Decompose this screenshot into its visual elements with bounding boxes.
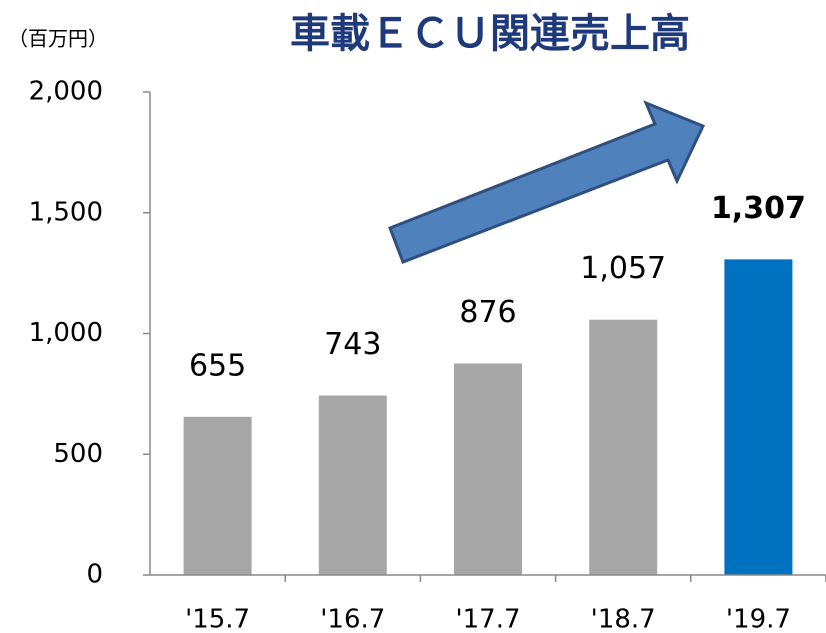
trend-arrow: [388, 100, 706, 264]
value-label: 1,307: [711, 191, 806, 226]
value-label: 743: [324, 327, 381, 362]
y-tick-label: 1,500: [29, 197, 103, 227]
chart-title: 車載ＥＣＵ関連売上高: [290, 11, 690, 57]
x-tick-label: '15.7: [185, 605, 250, 633]
y-tick-label: 1,000: [29, 318, 103, 348]
value-label: 876: [459, 295, 516, 330]
bar: [454, 363, 522, 575]
y-tick-label: 0: [86, 560, 103, 590]
value-label: 655: [189, 348, 246, 383]
x-tick-label: '19.7: [726, 605, 791, 633]
y-tick-label: 2,000: [29, 77, 103, 107]
value-label: 1,057: [580, 251, 666, 286]
x-tick-label: '18.7: [591, 605, 656, 633]
x-tick-label: '17.7: [455, 605, 520, 633]
bar: [183, 416, 252, 575]
unit-label: （百万円）: [8, 27, 108, 51]
x-tick-label: '16.7: [320, 605, 385, 633]
bar: [318, 395, 387, 575]
y-tick-label: 500: [53, 439, 103, 469]
bar: [724, 259, 793, 575]
bar: [589, 319, 658, 575]
